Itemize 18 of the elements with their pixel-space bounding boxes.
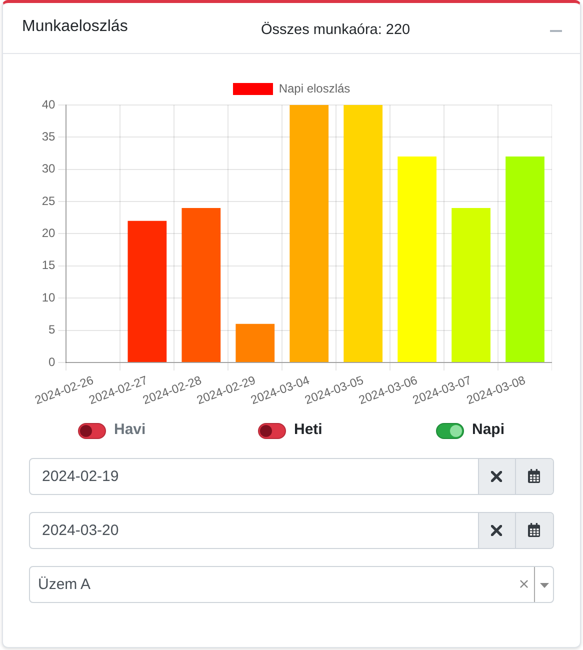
series-label: Napi eloszlás xyxy=(278,81,350,96)
text: Napi xyxy=(472,421,505,438)
y-tick-label: 30 xyxy=(42,162,56,176)
y-tick-label: 5 xyxy=(48,322,56,337)
chart-subtitle: Összes munkaóra: 220 xyxy=(261,22,410,38)
text: Havi xyxy=(114,421,146,438)
chart-title: Munkaeloszlás xyxy=(22,18,128,36)
y-tick-label: 25 xyxy=(42,194,56,208)
y-tick-label: 0 xyxy=(48,354,56,369)
y-tick-label: 15 xyxy=(42,258,56,272)
y-tick-label: 35 xyxy=(42,129,56,144)
select-field: Üzem A xyxy=(29,566,554,603)
text: Heti xyxy=(294,421,322,438)
y-tick-label: 20 xyxy=(42,226,56,240)
y-tick-label: 10 xyxy=(42,290,56,304)
y-tick-label: 40 xyxy=(42,97,56,112)
date-field: 2024-02-19 xyxy=(29,458,554,495)
date-field: 2024-03-20 xyxy=(29,512,554,549)
